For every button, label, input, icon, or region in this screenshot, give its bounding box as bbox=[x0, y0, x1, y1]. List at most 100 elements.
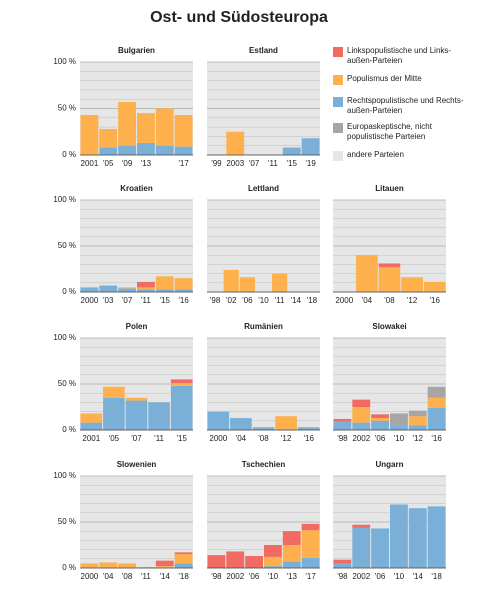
x-tick-label: '11 bbox=[275, 296, 285, 305]
legend-item: andere Parteien bbox=[333, 150, 467, 161]
bar-segment bbox=[297, 427, 320, 430]
bar-segment bbox=[390, 504, 408, 568]
x-tick-label: '15 bbox=[176, 434, 187, 443]
x-tick-label: '99 bbox=[211, 159, 222, 168]
bar-segment bbox=[80, 413, 103, 423]
x-tick-label: 2000 bbox=[81, 572, 99, 581]
x-tick-label: '13 bbox=[141, 159, 152, 168]
x-tick-label: '16 bbox=[429, 296, 440, 305]
bar-segment bbox=[275, 416, 297, 430]
bar-segment bbox=[282, 545, 301, 562]
panel-title: Kroatien bbox=[120, 184, 153, 193]
x-tick-label: '10 bbox=[394, 434, 405, 443]
bar-segment bbox=[118, 563, 136, 568]
bar-segment bbox=[99, 147, 118, 155]
x-tick-label: '12 bbox=[407, 296, 418, 305]
bar-segment bbox=[174, 146, 193, 155]
panel-title: Ungarn bbox=[376, 460, 404, 469]
bar-segment bbox=[408, 425, 427, 430]
bar-segment bbox=[390, 413, 408, 426]
y-tick-label: 100 % bbox=[53, 333, 76, 342]
x-tick-label: '06 bbox=[242, 296, 253, 305]
legend-item: Populismus der Mitte bbox=[333, 74, 467, 85]
x-tick-label: '08 bbox=[122, 572, 133, 581]
panel-title: Polen bbox=[126, 322, 148, 331]
x-tick-label: '10 bbox=[394, 572, 405, 581]
bar-segment bbox=[80, 287, 99, 292]
x-tick-label: '13 bbox=[287, 572, 298, 581]
bar-segment bbox=[223, 269, 239, 292]
x-tick-label: '98 bbox=[211, 572, 222, 581]
x-tick-label: '11 bbox=[268, 159, 278, 168]
bar-segment bbox=[226, 131, 245, 155]
bar-segment bbox=[427, 386, 446, 398]
legend-swatch bbox=[333, 151, 343, 161]
x-tick-label: 2000 bbox=[81, 296, 99, 305]
x-tick-label: '06 bbox=[249, 572, 260, 581]
bar-segment bbox=[155, 108, 174, 146]
bar-segment bbox=[170, 385, 193, 430]
x-tick-label: '18 bbox=[178, 572, 189, 581]
y-tick-label: 0 % bbox=[62, 150, 76, 159]
bar-segment bbox=[155, 145, 174, 155]
bar-segment bbox=[137, 289, 155, 292]
bar-segment bbox=[125, 397, 148, 401]
x-tick-label: 2002 bbox=[352, 572, 370, 581]
legend-swatch bbox=[333, 97, 343, 107]
x-tick-label: '10 bbox=[258, 296, 269, 305]
bar-segment bbox=[352, 524, 371, 528]
x-tick-label: '15 bbox=[287, 159, 298, 168]
bar-segment bbox=[170, 383, 193, 386]
x-tick-label: '16 bbox=[431, 434, 442, 443]
bar-segment bbox=[408, 416, 427, 426]
legend-item: Europaskeptische, nicht populistische Pa… bbox=[333, 122, 467, 142]
y-tick-label: 50 % bbox=[58, 104, 76, 113]
x-tick-label: '18 bbox=[307, 296, 318, 305]
bar-segment bbox=[80, 563, 99, 568]
x-tick-label: '16 bbox=[178, 296, 189, 305]
x-tick-label: '04 bbox=[362, 296, 373, 305]
panel-title: Litauen bbox=[375, 184, 404, 193]
bar-segment bbox=[356, 255, 378, 292]
bar-segment bbox=[333, 559, 352, 564]
panel-title: Tschechien bbox=[242, 460, 286, 469]
bar-segment bbox=[230, 418, 252, 430]
bar-segment bbox=[118, 287, 136, 289]
x-tick-label: '17 bbox=[305, 572, 316, 581]
bar-segment bbox=[137, 281, 155, 288]
x-tick-label: 2003 bbox=[226, 159, 244, 168]
y-tick-label: 100 % bbox=[53, 471, 76, 480]
legend-label: Populismus der Mitte bbox=[347, 74, 422, 83]
bar-segment bbox=[103, 397, 125, 430]
bar-segment bbox=[352, 527, 371, 568]
panel-title: Slowenien bbox=[117, 460, 157, 469]
bar-segment bbox=[333, 563, 352, 568]
bar-segment bbox=[99, 562, 118, 568]
panel-title: Bulgarien bbox=[118, 46, 155, 55]
x-tick-label: '14 bbox=[291, 296, 302, 305]
legend-label: Europaskeptische, nicht populistische Pa… bbox=[347, 122, 432, 141]
bar-segment bbox=[264, 545, 282, 557]
x-tick-label: '11 bbox=[154, 434, 164, 443]
bar-segment bbox=[239, 277, 255, 292]
bar-segment bbox=[137, 142, 155, 155]
bar-segment bbox=[272, 273, 288, 292]
x-tick-label: '12 bbox=[413, 434, 424, 443]
bar-segment bbox=[207, 555, 226, 568]
y-tick-label: 100 % bbox=[53, 195, 76, 204]
bar-segment bbox=[245, 556, 263, 568]
bar-segment bbox=[371, 414, 389, 419]
bar-segment bbox=[252, 427, 275, 430]
x-tick-label: '04 bbox=[236, 434, 247, 443]
legend-label: Rechtspopulistische und Rechts-außen-Par… bbox=[347, 96, 464, 115]
bar-segment bbox=[174, 552, 193, 555]
x-tick-label: '06 bbox=[375, 434, 386, 443]
x-tick-label: '98 bbox=[210, 296, 221, 305]
bar-segment bbox=[408, 410, 427, 417]
bar-segment bbox=[378, 263, 401, 268]
bar-segment bbox=[282, 531, 301, 545]
bar-segment bbox=[401, 277, 423, 292]
bar-segment bbox=[301, 557, 320, 568]
x-tick-label: '17 bbox=[178, 159, 189, 168]
bar-segment bbox=[427, 506, 446, 568]
